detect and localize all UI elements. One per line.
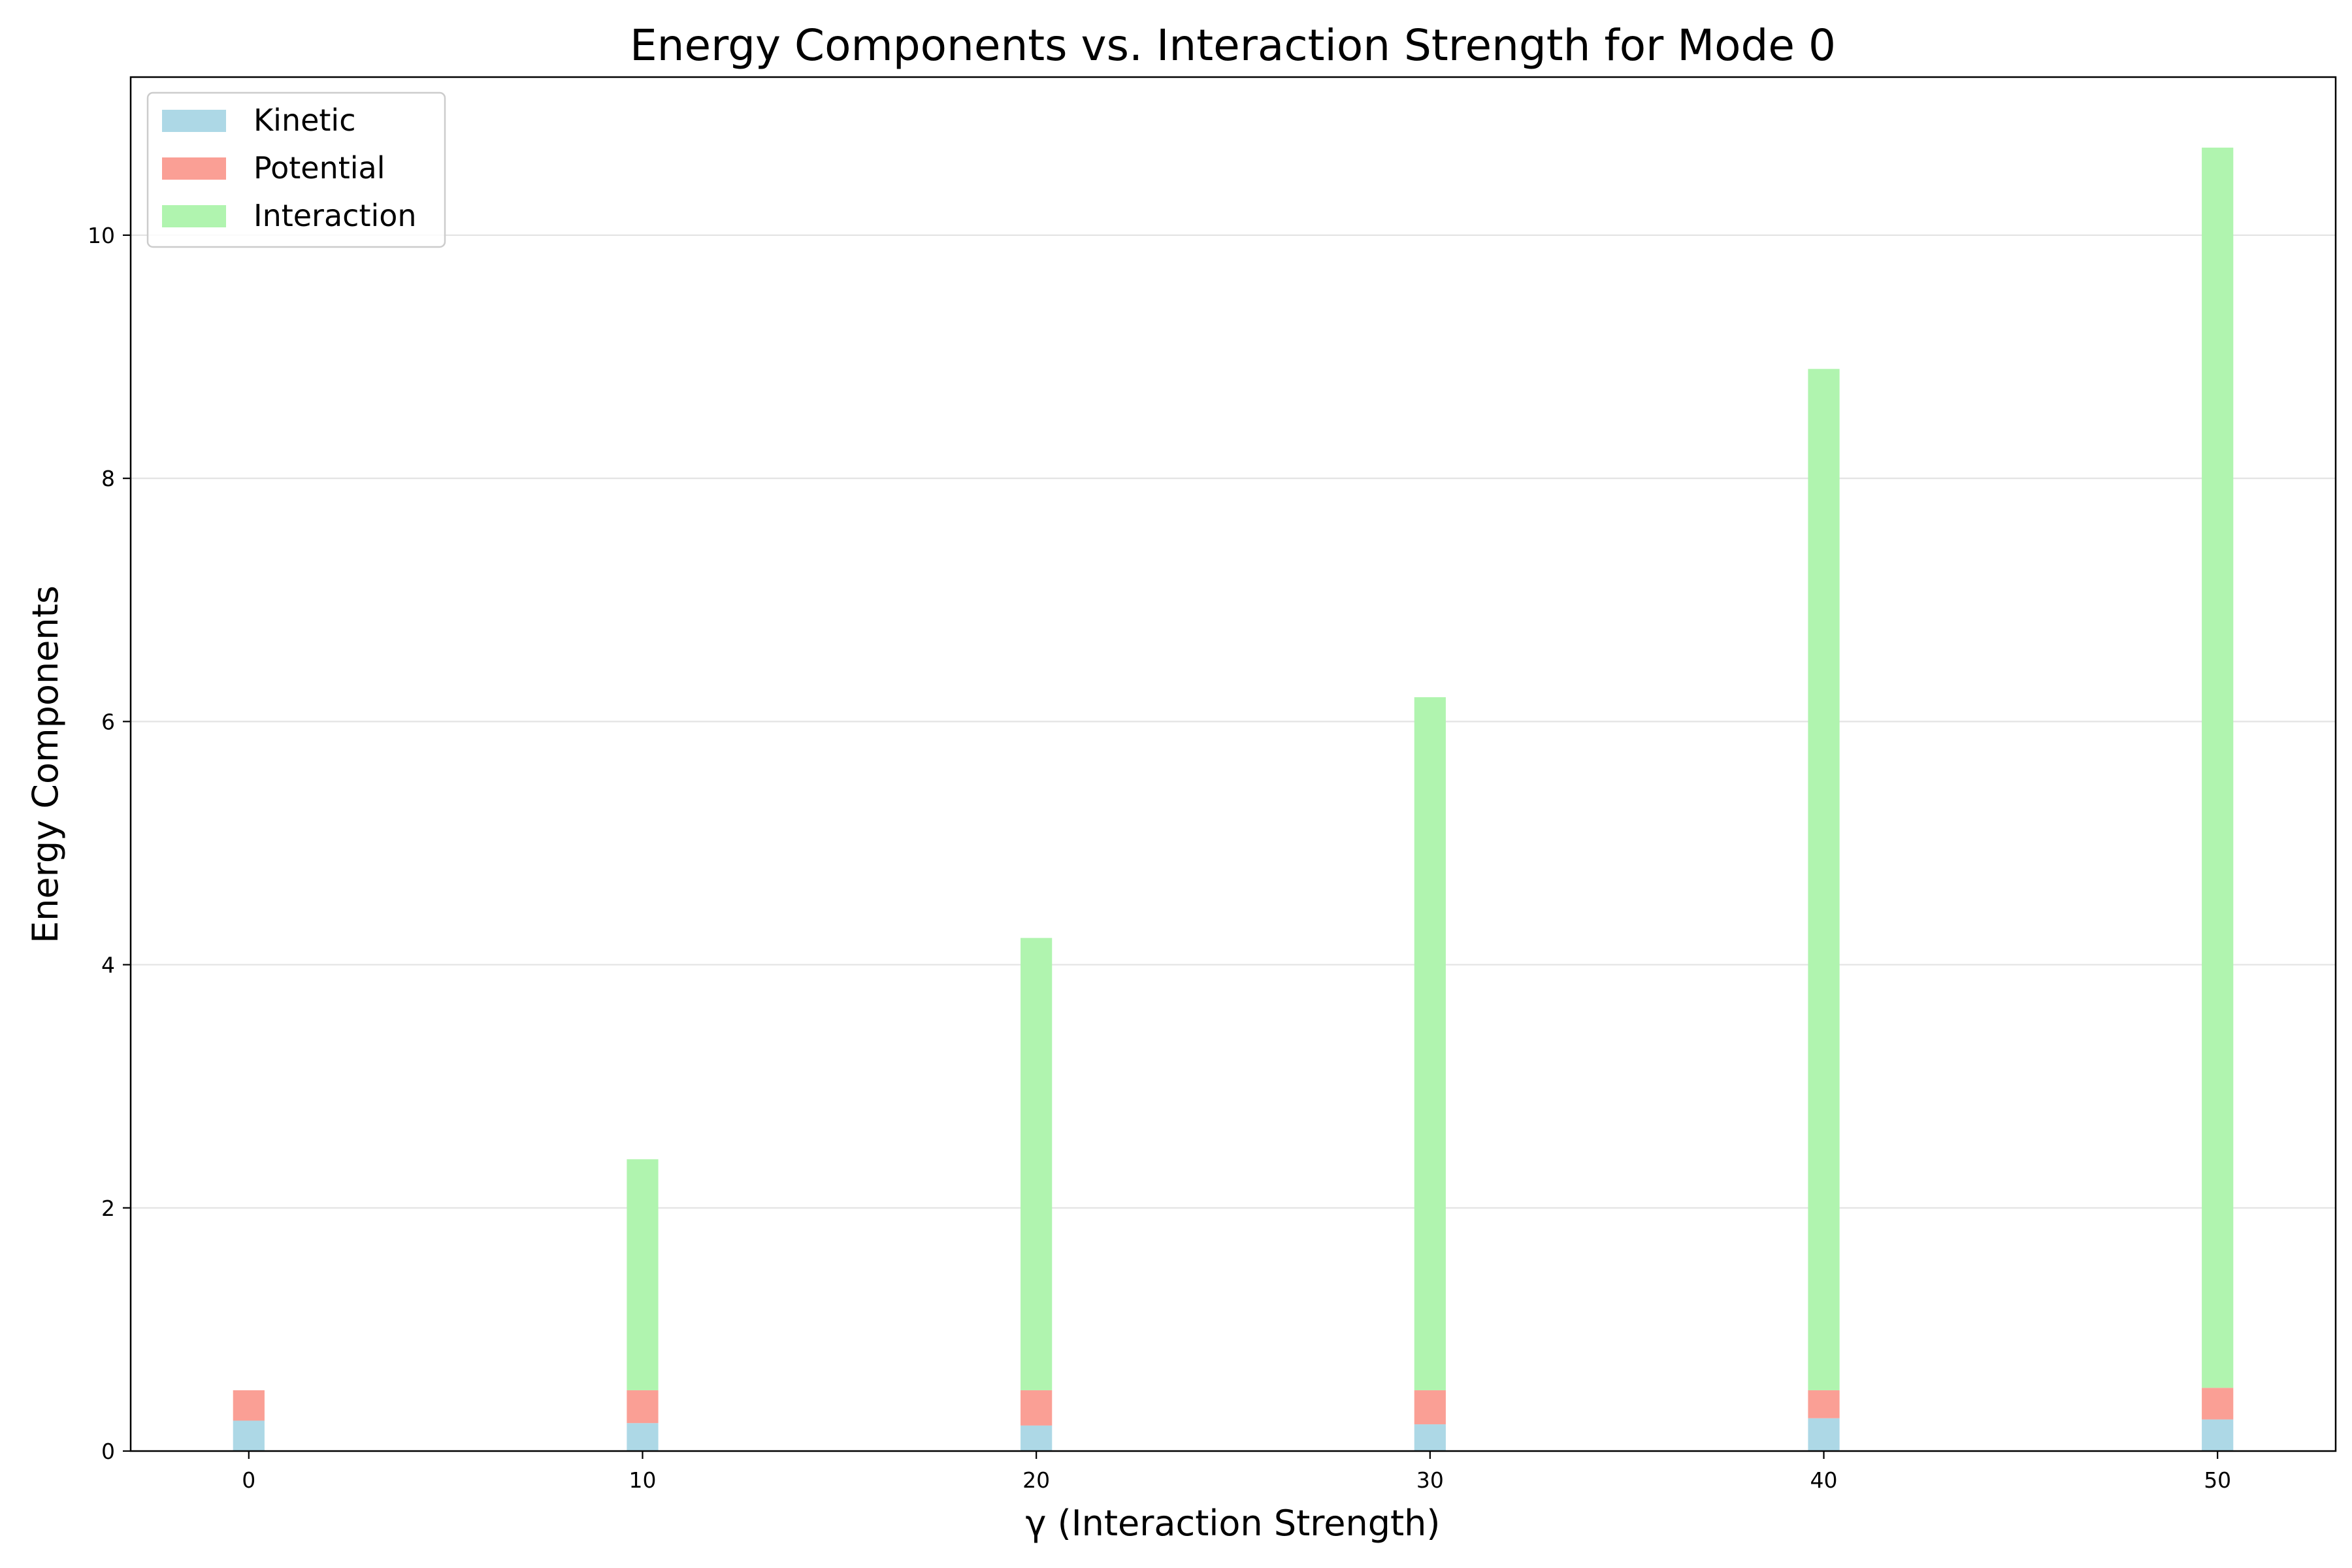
bar-interaction-20	[1021, 938, 1053, 1390]
ticks-layer: 0 10 20 30 40 50 0 2 4 6 8 10	[88, 223, 2231, 1493]
y-tick-label: 0	[101, 1439, 115, 1464]
legend-label-interaction: Interaction	[253, 198, 417, 233]
legend-items: Kinetic Potential Interaction	[162, 103, 417, 233]
bar-potential-30	[1414, 1390, 1446, 1425]
bar-kinetic-40	[1808, 1418, 1840, 1451]
bar-potential-0	[233, 1390, 265, 1421]
bar-potential-50	[2202, 1388, 2234, 1420]
legend-swatch-potential	[162, 157, 226, 180]
plot-frame	[129, 76, 2337, 1452]
x-tick-label: 30	[1416, 1467, 1444, 1493]
y-tick-label: 8	[101, 466, 115, 491]
bar-potential-40	[1808, 1390, 1840, 1418]
bar-interaction-10	[627, 1159, 659, 1390]
legend-swatch-interaction	[162, 205, 226, 227]
bar-potential-10	[627, 1390, 659, 1424]
y-tick-label: 6	[101, 709, 115, 734]
bar-kinetic-30	[1414, 1424, 1446, 1451]
x-tick-label: 0	[242, 1467, 255, 1493]
x-axis-label: γ (Interaction Strength)	[1026, 1503, 1441, 1544]
bar-interaction-50	[2202, 147, 2234, 1388]
bar-interaction-40	[1808, 368, 1840, 1390]
x-tick-label: 50	[2204, 1467, 2231, 1493]
legend-swatch-kinetic	[162, 110, 226, 132]
x-tick-label: 20	[1022, 1467, 1050, 1493]
bar-interaction-30	[1414, 697, 1446, 1390]
y-tick-label: 4	[101, 953, 115, 978]
chart-title: Energy Components vs. Interaction Streng…	[630, 20, 1836, 71]
bar-kinetic-10	[627, 1423, 659, 1451]
y-tick-label: 2	[101, 1196, 115, 1221]
bar-kinetic-20	[1021, 1425, 1053, 1451]
legend-label-kinetic: Kinetic	[253, 103, 356, 138]
x-tick-label: 10	[629, 1467, 656, 1493]
y-axis-label: Energy Components	[25, 585, 66, 943]
y-tick-label: 10	[88, 223, 115, 248]
legend: Kinetic Potential Interaction	[146, 91, 446, 248]
legend-label-potential: Potential	[253, 150, 385, 186]
bar-kinetic-0	[233, 1420, 265, 1451]
bar-potential-20	[1021, 1390, 1053, 1426]
x-tick-label: 40	[1810, 1467, 1838, 1493]
bars-layer	[233, 147, 2234, 1451]
bar-kinetic-50	[2202, 1419, 2234, 1451]
